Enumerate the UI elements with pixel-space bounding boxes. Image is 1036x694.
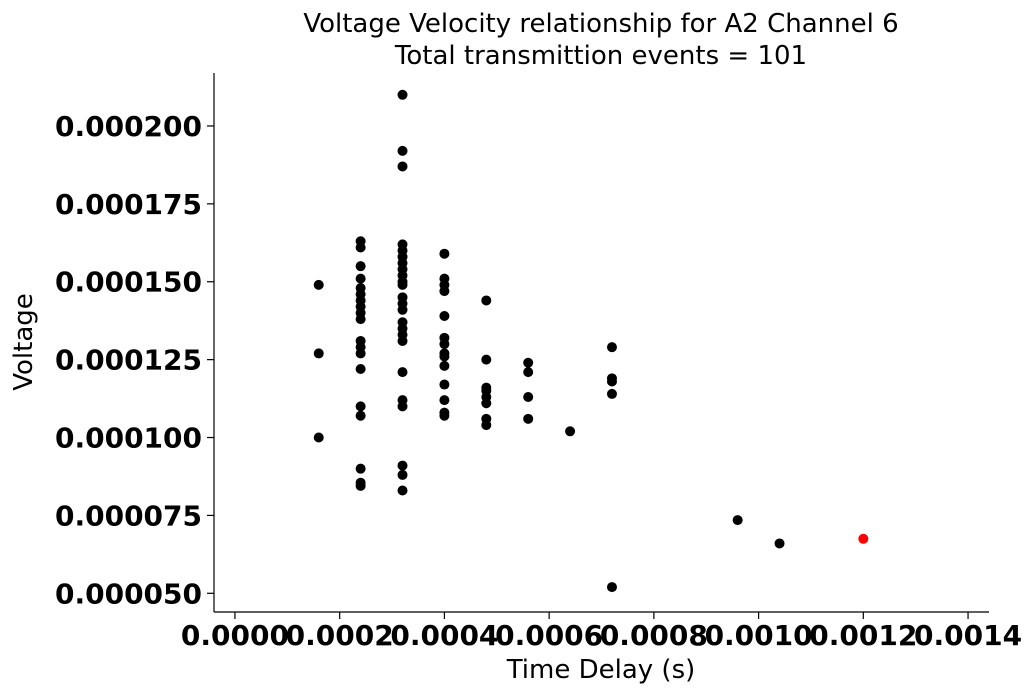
data-point bbox=[732, 515, 743, 526]
y-tick-label: 0.000200 bbox=[55, 110, 202, 143]
y-tick-label: 0.000150 bbox=[55, 266, 202, 299]
y-tick-label: 0.000175 bbox=[55, 188, 202, 221]
data-point bbox=[397, 367, 408, 378]
data-point bbox=[397, 469, 408, 480]
data-point bbox=[355, 363, 366, 374]
chart-title: Voltage Velocity relationship for A2 Cha… bbox=[303, 9, 898, 39]
data-point bbox=[397, 279, 408, 290]
data-point bbox=[565, 426, 576, 437]
data-point bbox=[397, 89, 408, 100]
data-point bbox=[439, 351, 450, 362]
data-point bbox=[397, 335, 408, 346]
x-tick-label: 0.0000 bbox=[181, 619, 289, 652]
data-point bbox=[355, 273, 366, 284]
data-point bbox=[355, 480, 366, 491]
highlight-point bbox=[858, 533, 869, 544]
x-tick-label: 0.0004 bbox=[390, 619, 498, 652]
x-tick-label: 0.0006 bbox=[495, 619, 603, 652]
data-point bbox=[523, 392, 534, 403]
data-point bbox=[439, 248, 450, 259]
data-point bbox=[439, 286, 450, 297]
data-point bbox=[439, 379, 450, 390]
data-point bbox=[313, 432, 324, 443]
data-point bbox=[439, 410, 450, 421]
data-point bbox=[523, 413, 534, 424]
y-tick-label: 0.000125 bbox=[55, 344, 202, 377]
data-point bbox=[355, 314, 366, 325]
x-tick-label: 0.0014 bbox=[914, 619, 1022, 652]
data-point bbox=[313, 348, 324, 359]
data-point bbox=[397, 304, 408, 315]
data-point bbox=[523, 367, 534, 378]
data-point bbox=[439, 360, 450, 371]
x-tick-label: 0.0002 bbox=[286, 619, 394, 652]
y-ticks: 0.000050 0.000075 0.000100 0.000125 0.000150… bbox=[55, 110, 214, 610]
data-point bbox=[355, 242, 366, 253]
data-point bbox=[397, 401, 408, 412]
data-point bbox=[606, 342, 617, 353]
x-tick-label: 0.0010 bbox=[705, 619, 813, 652]
data-point bbox=[355, 401, 366, 412]
data-point bbox=[355, 463, 366, 474]
x-tick-label: 0.0012 bbox=[809, 619, 917, 652]
y-tick-label: 0.000100 bbox=[55, 422, 202, 455]
data-point bbox=[439, 311, 450, 322]
data-point bbox=[606, 388, 617, 399]
y-tick-label: 0.000050 bbox=[55, 577, 202, 610]
points-layer bbox=[313, 89, 869, 593]
data-point bbox=[481, 420, 492, 431]
y-tick-label: 0.000075 bbox=[55, 499, 202, 532]
data-point bbox=[355, 410, 366, 421]
x-axis-label: Time Delay (s) bbox=[506, 655, 696, 685]
data-point bbox=[355, 348, 366, 359]
x-ticks: 0.00000.00020.00040.00060.00080.00100.00… bbox=[181, 612, 1022, 652]
data-point bbox=[397, 460, 408, 471]
data-point bbox=[523, 357, 534, 368]
data-point bbox=[774, 538, 785, 549]
data-point bbox=[313, 279, 324, 290]
data-point bbox=[439, 395, 450, 406]
data-point bbox=[355, 261, 366, 272]
y-axis-label: Voltage bbox=[9, 293, 39, 391]
data-point bbox=[397, 485, 408, 496]
data-point bbox=[397, 161, 408, 172]
data-point bbox=[606, 582, 617, 593]
data-point bbox=[397, 145, 408, 156]
data-point bbox=[481, 398, 492, 409]
data-point bbox=[481, 295, 492, 306]
data-point bbox=[439, 339, 450, 350]
data-point bbox=[606, 376, 617, 387]
data-point bbox=[481, 354, 492, 365]
x-tick-label: 0.0008 bbox=[600, 619, 708, 652]
chart-subtitle: Total transmittion events = 101 bbox=[394, 41, 807, 71]
